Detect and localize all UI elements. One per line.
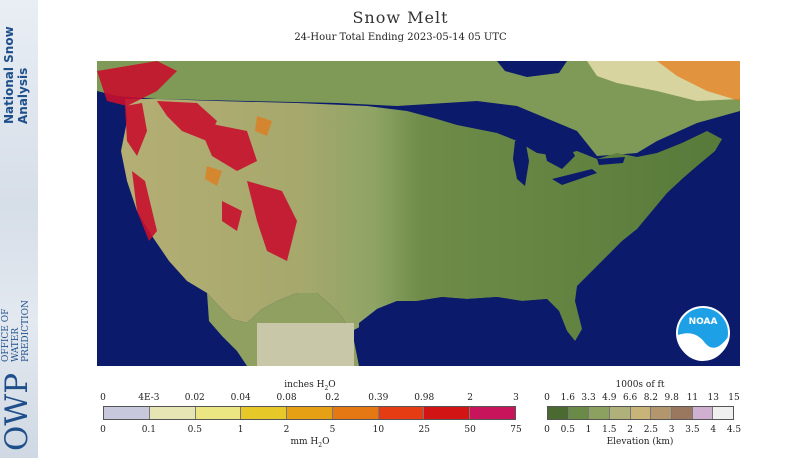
elevation-legend-top-label: 1000s of ft bbox=[615, 380, 665, 390]
elevation-legend-bottom-tick: 3.5 bbox=[685, 425, 700, 435]
elevation-legend-colorbar bbox=[547, 406, 734, 420]
melt-legend-swatch bbox=[287, 407, 333, 419]
melt-legend-top-tick: 0.2 bbox=[325, 393, 340, 403]
map-title: Snow Melt bbox=[352, 8, 449, 27]
mexico-masked-area bbox=[257, 323, 354, 366]
elevation-legend-swatch bbox=[713, 407, 734, 419]
melt-legend-bottom-tick: 5 bbox=[329, 425, 336, 435]
melt-legend-top-tick: 0.02 bbox=[184, 393, 205, 403]
melt-legend-bottom-tick: 0.5 bbox=[187, 425, 202, 435]
melt-legend-bottom-tick: 0.1 bbox=[141, 425, 157, 435]
elevation-legend-swatch bbox=[692, 407, 714, 419]
melt-legend-bottom-tick: 25 bbox=[418, 425, 430, 435]
melt-legend-bottom-tick: 0 bbox=[100, 425, 106, 435]
melt-legend-swatch bbox=[332, 407, 379, 419]
melt-legend-top-tick: 3 bbox=[513, 393, 519, 403]
melt-legend-bottom-tick: 1 bbox=[237, 425, 244, 435]
elevation-legend-top-tick: 4.9 bbox=[602, 393, 617, 403]
melt-legend-top-label: inches H2O bbox=[284, 380, 336, 392]
elevation-legend-top-tick: 6.6 bbox=[622, 393, 638, 403]
melt-legend-top-tick: 0.98 bbox=[414, 393, 435, 403]
us-land bbox=[121, 99, 722, 341]
snow-melt-light-areas bbox=[205, 61, 740, 186]
elevation-legend-bottom-tick: 4.5 bbox=[726, 425, 742, 435]
nsa-logo-line2: Analysis bbox=[16, 67, 30, 124]
lake-superior bbox=[492, 116, 567, 133]
melt-legend-colorbar bbox=[103, 406, 516, 420]
owp-line1: OFFICE OF bbox=[1, 308, 11, 362]
elevation-legend-bottom-tick: 0.5 bbox=[560, 425, 575, 435]
owp-logo-text: OFFICE OF WATER PREDICTION bbox=[1, 272, 37, 362]
owp-logo: OWP bbox=[0, 372, 35, 452]
melt-legend-top-tick: 0.04 bbox=[230, 393, 251, 403]
owp-line3: PREDICTION bbox=[21, 300, 31, 362]
elevation-legend-top-tick: 11 bbox=[686, 393, 699, 403]
lake-huron bbox=[542, 139, 575, 169]
branding-strip: National Snow Analysis OFFICE OF WATER PR… bbox=[0, 0, 38, 458]
elevation-legend-swatch bbox=[568, 407, 590, 419]
lake-erie bbox=[552, 169, 597, 185]
lake-ontario bbox=[597, 157, 625, 165]
elevation-legend-bottom-tick: 4 bbox=[710, 425, 717, 435]
owp-line2: WATER bbox=[11, 327, 21, 362]
melt-legend-swatch bbox=[470, 407, 516, 419]
melt-legend-top-tick: 0 bbox=[100, 393, 106, 403]
melt-legend-top-tick: 0.08 bbox=[276, 393, 297, 403]
elevation-legend-swatch bbox=[589, 407, 611, 419]
melt-legend-swatch bbox=[149, 407, 196, 419]
elevation-legend-top-tick: 15 bbox=[728, 393, 740, 403]
elevation-legend-bottom-tick: 1.5 bbox=[602, 425, 617, 435]
hudson-bay bbox=[497, 61, 567, 77]
elevation-legend-top-tick: 13 bbox=[707, 393, 719, 403]
melt-legend-top-tick: 4E-3 bbox=[138, 393, 160, 403]
elevation-legend-bottom-tick: 0 bbox=[544, 425, 550, 435]
melt-legend-top-tick: 0.39 bbox=[368, 393, 389, 403]
melt-legend-bottom-label: mm H2O bbox=[290, 437, 330, 449]
elevation-legend-swatch bbox=[610, 407, 631, 419]
noaa-logo: NOAA bbox=[676, 306, 730, 362]
melt-legend-bottom-tick: 75 bbox=[510, 425, 522, 435]
map-subtitle: 24-Hour Total Ending 2023-05-14 05 UTC bbox=[294, 32, 507, 43]
melt-legend-bottom-tick: 10 bbox=[372, 425, 385, 435]
elevation-legend-bottom-tick: 3 bbox=[668, 425, 675, 435]
melt-legend-swatch bbox=[378, 407, 425, 419]
gulf-of-mexico bbox=[359, 297, 575, 366]
elevation-legend-top-tick: 8.2 bbox=[643, 393, 659, 403]
melt-legend-swatch bbox=[424, 407, 471, 419]
elevation-legend-bottom-tick: 2.5 bbox=[643, 425, 659, 435]
noaa-logo-text: NOAA bbox=[689, 317, 718, 327]
elevation-legend-swatch bbox=[672, 407, 693, 419]
elevation-legend-top-tick: 9.8 bbox=[664, 393, 679, 403]
snow-melt-map: NOAA bbox=[97, 61, 740, 366]
elevation-legend-swatch bbox=[548, 407, 569, 419]
melt-legend-bottom-tick: 2 bbox=[283, 425, 290, 435]
melt-legend-bottom-tick: 50 bbox=[464, 425, 476, 435]
melt-legend-swatch bbox=[195, 407, 242, 419]
melt-legend-swatch bbox=[241, 407, 288, 419]
elevation-legend-top-tick: 0 bbox=[544, 393, 550, 403]
elevation-legend-swatch bbox=[651, 407, 673, 419]
elevation-legend-swatch bbox=[630, 407, 652, 419]
snow-melt-areas bbox=[97, 61, 297, 261]
elevation-legend-top-tick: 3.3 bbox=[581, 393, 596, 403]
elevation-legend-bottom-tick: 1 bbox=[585, 425, 592, 435]
lake-michigan bbox=[513, 139, 529, 186]
melt-legend-swatch bbox=[104, 407, 150, 419]
elevation-legend-bottom-label: Elevation (km) bbox=[606, 437, 674, 447]
elevation-legend-top-tick: 1.6 bbox=[560, 393, 575, 403]
canada-land bbox=[97, 61, 740, 156]
melt-legend-top-tick: 2 bbox=[467, 393, 473, 403]
elevation-legend-bottom-tick: 2 bbox=[627, 425, 633, 435]
